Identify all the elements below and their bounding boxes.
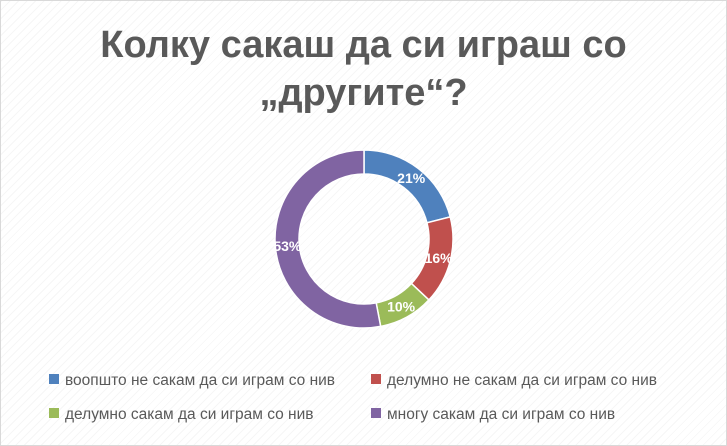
legend-label-1: делумно не сакам да си играм со нив	[387, 372, 657, 389]
legend-label-3: многу сакам да си играм со нив	[387, 406, 616, 423]
donut-slice-0	[363, 149, 452, 224]
legend-item-3: многу сакам да си играм со нив	[371, 405, 615, 425]
donut-data-labels: 21% 16% 10% 53%	[273, 170, 453, 314]
legend-item-2: делумно сакам да си играм со нив	[49, 405, 314, 425]
chart-title: Колку сакаш да си играш со „другите“?	[1, 21, 726, 117]
donut-slice-3	[274, 149, 382, 329]
legend-swatch-0	[49, 374, 59, 384]
chart-title-line-2: „другите“?	[259, 72, 468, 114]
donut-slices	[274, 149, 454, 329]
data-label-2: 10%	[387, 298, 416, 314]
data-label-0: 21%	[397, 170, 426, 186]
legend-swatch-2	[49, 408, 59, 418]
chart-title-line-1: Колку сакаш да си играш со	[100, 24, 627, 66]
legend-item-1: делумно не сакам да си играм со нив	[371, 371, 657, 391]
data-label-3: 53%	[273, 238, 302, 254]
legend-label-2: делумно сакам да си играм со нив	[65, 406, 314, 423]
data-label-1: 16%	[425, 250, 454, 266]
legend-swatch-1	[371, 374, 381, 384]
legend-label-0: воопшто не сакам да си играм со нив	[65, 372, 336, 389]
legend-swatch-3	[371, 408, 381, 418]
legend-item-0: воопшто не сакам да си играм со нив	[49, 371, 335, 391]
